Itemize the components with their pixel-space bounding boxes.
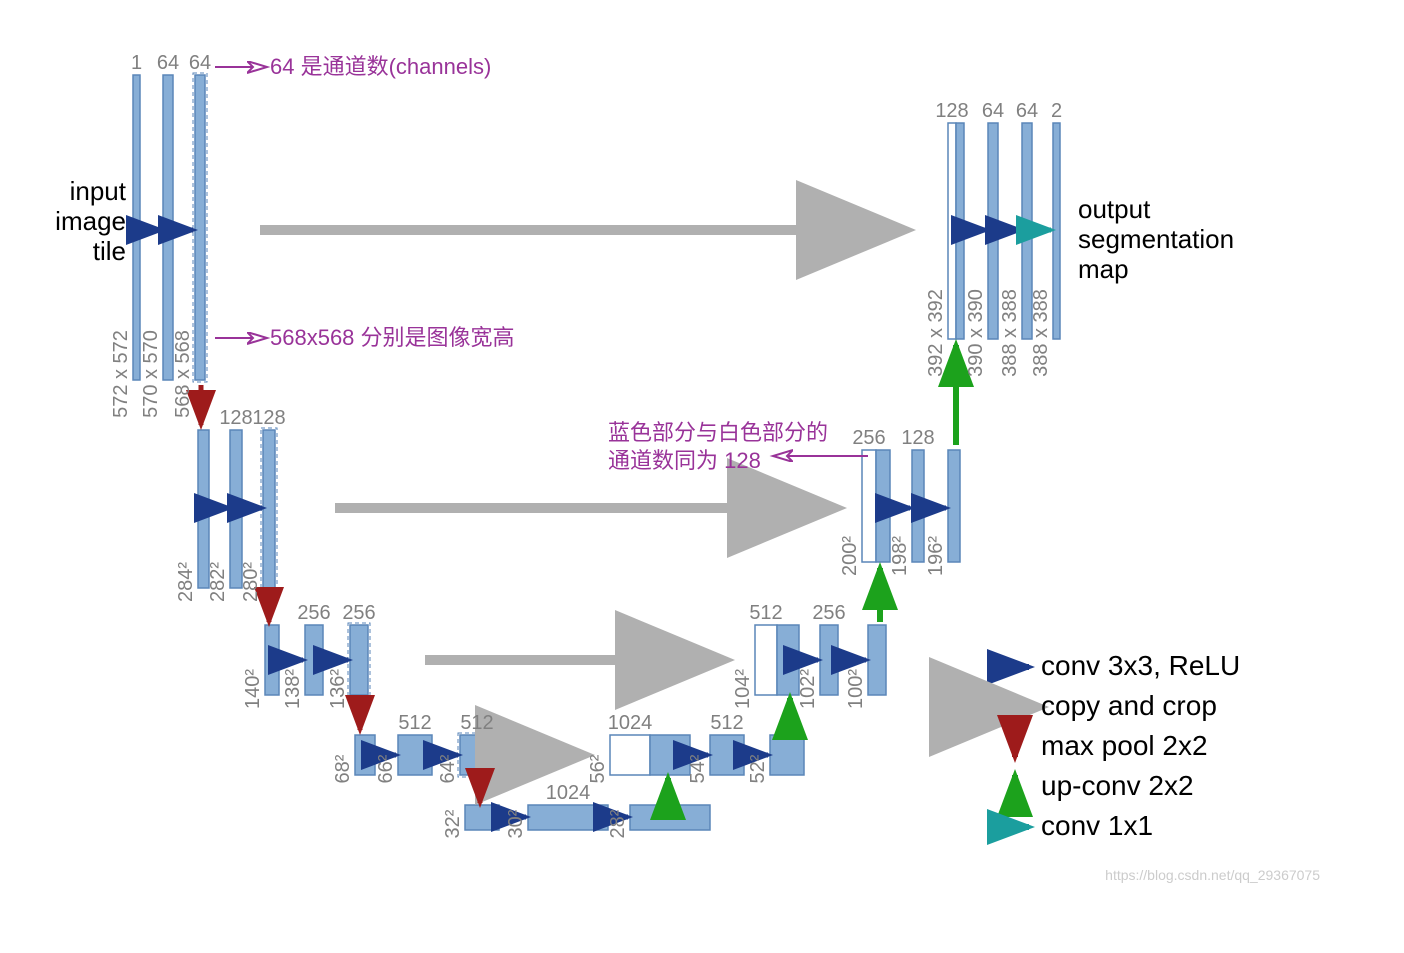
legend-label: conv 1x1 bbox=[1041, 810, 1153, 841]
toplabel-r1w: 256 bbox=[852, 427, 885, 449]
toplabel-r1_2: 128 bbox=[901, 427, 934, 449]
watermark: https://blog.csdn.net/qq_29367075 bbox=[1105, 867, 1320, 883]
legend-label: up-conv 2x2 bbox=[1041, 770, 1194, 801]
output-label: outputsegmentationmap bbox=[1078, 194, 1234, 284]
toplabel-r0w: 128 bbox=[935, 100, 968, 122]
block-r3_3 bbox=[770, 735, 804, 775]
block-r2_1 bbox=[777, 625, 799, 695]
sidelabel-b3_1: 68² bbox=[332, 754, 354, 783]
block-b2_3 bbox=[350, 625, 368, 695]
block-b4_2 bbox=[528, 805, 608, 830]
sidelabel-b2_1: 140² bbox=[242, 669, 264, 709]
block-b4_1 bbox=[465, 805, 499, 830]
sidelabel-b4_1: 32² bbox=[442, 809, 464, 838]
toplabel-b0_3: 64 bbox=[189, 52, 211, 74]
toplabel-b3_3: 512 bbox=[460, 712, 493, 734]
block-r3w bbox=[610, 735, 650, 775]
legend-label: conv 3x3, ReLU bbox=[1041, 650, 1240, 681]
sidelabel-r1_2: 198² bbox=[889, 536, 911, 576]
sidelabel-r2w: 104² bbox=[732, 669, 754, 709]
block-b2_1 bbox=[265, 625, 279, 695]
sidelabel-b0_3: 568 x 568 bbox=[172, 330, 194, 418]
block-r2_3 bbox=[868, 625, 886, 695]
block-b3_1 bbox=[355, 735, 375, 775]
toplabel-b4_2: 1024 bbox=[546, 782, 591, 804]
toplabel-r0_3: 64 bbox=[1016, 100, 1038, 122]
legend-label: copy and crop bbox=[1041, 690, 1217, 721]
toplabel-b1_3: 128 bbox=[252, 407, 285, 429]
toplabel-b0_2: 64 bbox=[157, 52, 179, 74]
block-r1w bbox=[862, 450, 876, 562]
toplabel-b0_1: 1 bbox=[131, 52, 142, 74]
block-r0_1 bbox=[956, 123, 964, 339]
block-b0_3 bbox=[195, 75, 205, 380]
block-r0w bbox=[948, 123, 956, 339]
sidelabel-r3w: 56² bbox=[587, 754, 609, 783]
block-r0_4 bbox=[1053, 123, 1060, 339]
sidelabel-r1_3: 196² bbox=[925, 536, 947, 576]
sidelabel-b2_2: 138² bbox=[282, 669, 304, 709]
toplabel-r3w: 1024 bbox=[608, 712, 653, 734]
blocks-layer bbox=[133, 73, 1060, 830]
block-b0_1 bbox=[133, 75, 140, 380]
legend-label: max pool 2x2 bbox=[1041, 730, 1208, 761]
sidelabel-b3_2: 66² bbox=[375, 754, 397, 783]
toplabel-r0_2: 64 bbox=[982, 100, 1004, 122]
sidelabel-b4_2: 30² bbox=[505, 809, 527, 838]
sidelabel-r1w: 200² bbox=[839, 536, 861, 576]
sidelabel-b1_3: 280² bbox=[240, 562, 262, 602]
sidelabel-b3_3: 64² bbox=[437, 754, 459, 783]
block-r3_1 bbox=[650, 735, 690, 775]
sidelabel-r0_3: 388 x 388 bbox=[999, 289, 1021, 377]
block-b4_3 bbox=[630, 805, 710, 830]
block-r3_2 bbox=[710, 735, 744, 775]
block-r2_2 bbox=[820, 625, 838, 695]
block-b2_2 bbox=[305, 625, 323, 695]
toplabel-b2_2: 256 bbox=[297, 602, 330, 624]
sidelabel-r0_4: 388 x 388 bbox=[1030, 289, 1052, 377]
sidelabel-b0_1: 572 x 572 bbox=[110, 330, 132, 418]
sidelabel-b1_2: 282² bbox=[207, 562, 229, 602]
block-r1_3 bbox=[948, 450, 960, 562]
block-b3_3 bbox=[460, 735, 494, 775]
block-b3_2 bbox=[398, 735, 432, 775]
toplabel-r0_4: 2 bbox=[1051, 100, 1062, 122]
sidelabel-r3_2: 54² bbox=[687, 754, 709, 783]
unet-diagram: 1 572 x 572 64 570 x 570 64 568 x 568 284² 128 2… bbox=[0, 0, 1404, 953]
annotation-text: 蓝色部分与白色部分的通道数同为 128 bbox=[608, 420, 828, 473]
sidelabel-r3_3: 52² bbox=[747, 754, 769, 783]
toplabel-b2_3: 256 bbox=[342, 602, 375, 624]
sidelabel-b0_2: 570 x 570 bbox=[140, 330, 162, 418]
toplabel-b3_2: 512 bbox=[398, 712, 431, 734]
legend-layer: conv 3x3, ReLU copy and crop max pool 2x2 u… bbox=[1003, 650, 1240, 841]
block-b1_3 bbox=[263, 430, 275, 588]
sidelabel-b1_1: 284² bbox=[175, 562, 197, 602]
toplabel-r3_2: 512 bbox=[710, 712, 743, 734]
toplabel-r2_2: 256 bbox=[812, 602, 845, 624]
sidelabel-r2_2: 102² bbox=[797, 669, 819, 709]
block-r1_1 bbox=[876, 450, 890, 562]
sidelabel-r0w: 392 x 392 bbox=[925, 289, 947, 377]
sidelabel-r2_3: 100² bbox=[845, 669, 867, 709]
toplabel-b1_2: 128 bbox=[219, 407, 252, 429]
block-r2w bbox=[755, 625, 777, 695]
toplabel-r2w: 512 bbox=[749, 602, 782, 624]
block-r1_2 bbox=[912, 450, 924, 562]
block-r0_2 bbox=[988, 123, 998, 339]
input-label: inputimagetile bbox=[55, 176, 127, 266]
annotation-text: 568x568 分别是图像宽高 bbox=[270, 325, 515, 350]
sidelabel-b2_3: 136² bbox=[327, 669, 349, 709]
annotation-text: 64 是通道数(channels) bbox=[270, 54, 491, 79]
sidelabel-b4_3: 28² bbox=[607, 809, 629, 838]
sidelabel-r0_2: 390 x 390 bbox=[965, 289, 987, 377]
annotations-layer: 64 是通道数(channels) 568x568 分别是图像宽高蓝色部分与白色部… bbox=[215, 54, 868, 473]
